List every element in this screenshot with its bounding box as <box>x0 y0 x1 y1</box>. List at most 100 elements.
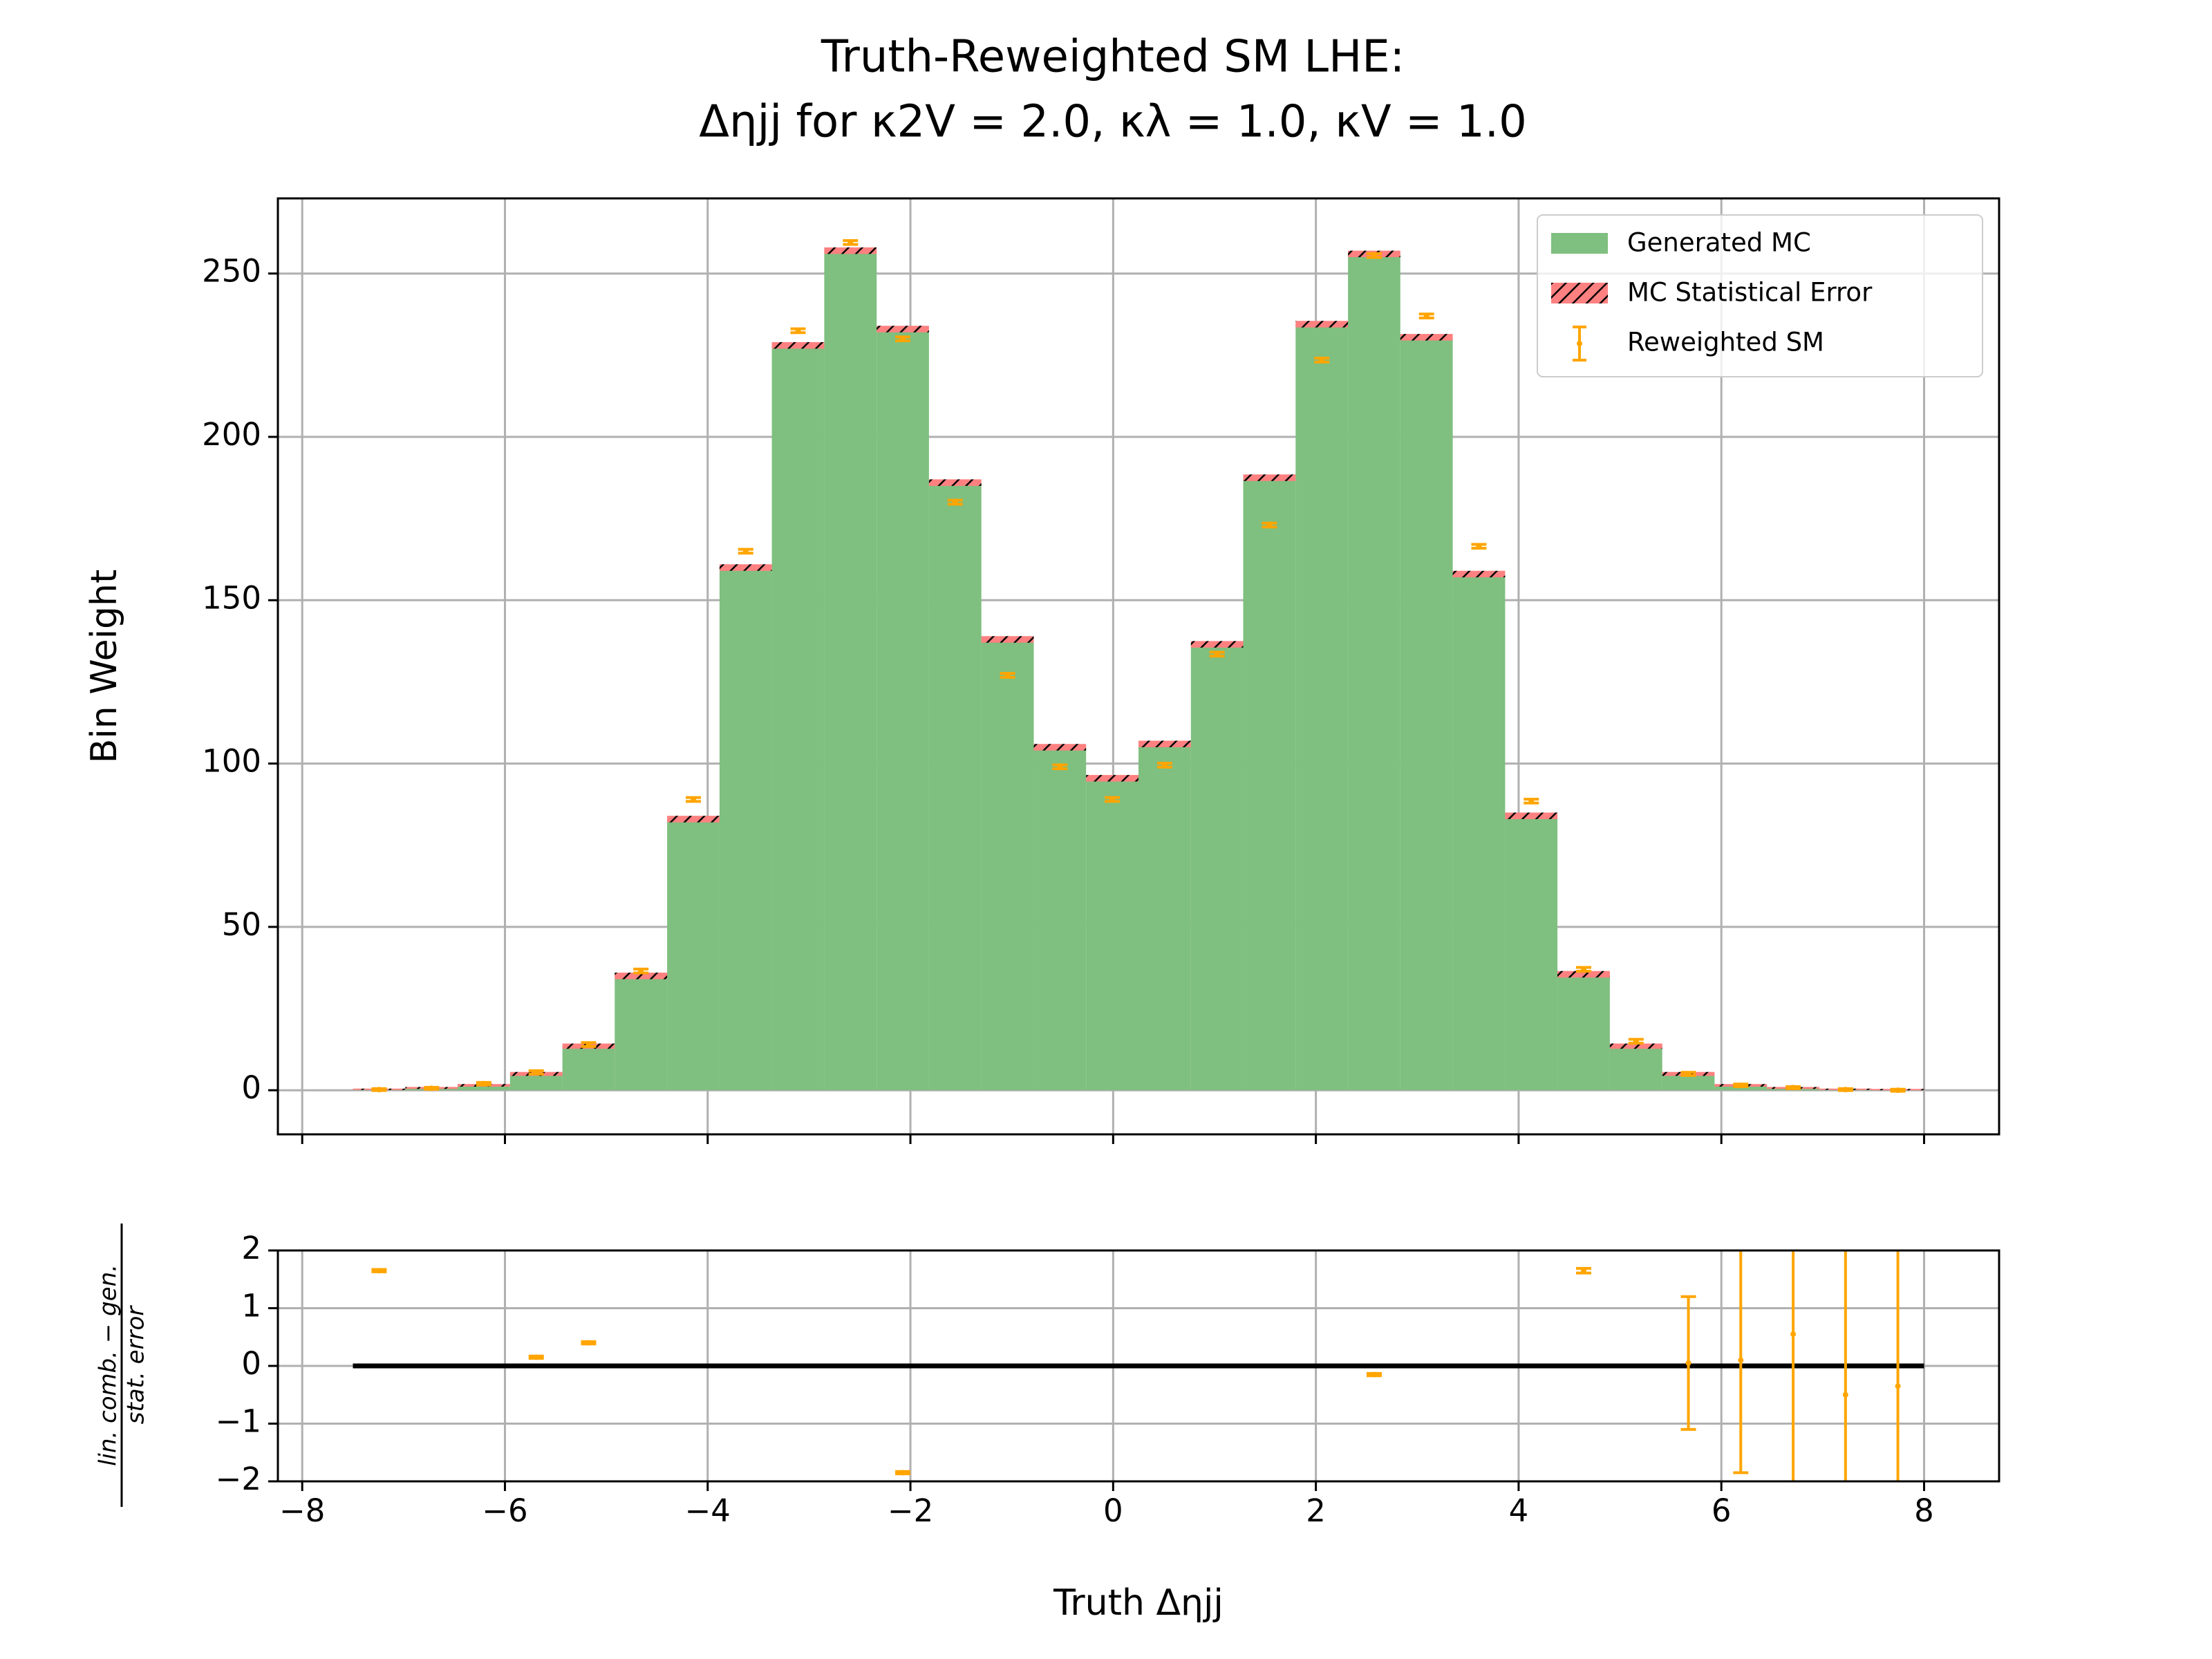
error-bar-point <box>1575 966 1591 973</box>
point <box>1842 1087 1848 1093</box>
stat-error-band <box>1505 812 1558 819</box>
error-bar-point <box>581 1340 597 1346</box>
stat-error-band <box>1295 321 1349 328</box>
point <box>691 796 697 803</box>
error-bar-point <box>1680 1295 1696 1431</box>
bar <box>824 250 877 1091</box>
plot-area <box>353 238 1924 1094</box>
point <box>1266 522 1273 528</box>
x-tick-label: 6 <box>1712 1492 1732 1529</box>
error-bar-point <box>1314 357 1330 364</box>
point <box>638 968 644 974</box>
point <box>1738 1082 1744 1089</box>
error-bar-point <box>1837 1087 1853 1093</box>
point <box>900 1470 906 1476</box>
point <box>533 1354 539 1360</box>
error-bar-point <box>1366 252 1382 259</box>
error-bar-point <box>1524 798 1539 805</box>
y-tick-label: 150 <box>202 579 261 616</box>
point <box>1633 1038 1639 1044</box>
bar <box>1609 1046 1662 1091</box>
bar <box>1557 974 1610 1091</box>
bar <box>1400 337 1453 1091</box>
y-tick-label: 0 <box>241 1345 261 1382</box>
error-bar-point <box>476 1080 491 1087</box>
x-tick-label: −4 <box>685 1492 731 1529</box>
point <box>900 336 906 342</box>
legend-swatch <box>1551 233 1608 254</box>
stat-error-band <box>928 479 982 486</box>
point <box>376 1268 382 1274</box>
error-bar-point <box>424 1085 440 1091</box>
error-bar-point <box>1575 1266 1591 1275</box>
point <box>533 1069 539 1076</box>
bar <box>1138 744 1191 1091</box>
x-tick-label: 8 <box>1914 1492 1934 1529</box>
error-bar-point <box>1262 521 1277 529</box>
bar <box>1295 324 1349 1091</box>
point <box>429 1085 435 1091</box>
y-tick-label: −1 <box>216 1403 261 1440</box>
point <box>1476 543 1482 550</box>
x-axis-label: Truth Δηjj <box>1053 1582 1224 1624</box>
error-bar-point <box>371 1268 387 1274</box>
point <box>1790 1331 1797 1338</box>
stat-error-band <box>1086 775 1138 782</box>
error-bar-point <box>371 1087 387 1093</box>
point <box>1371 252 1377 259</box>
point <box>376 1087 382 1093</box>
error-bar-point <box>1790 1250 1797 1481</box>
point <box>1685 1071 1691 1077</box>
stat-error-band <box>877 326 929 332</box>
bar <box>1662 1074 1715 1091</box>
point <box>1109 796 1116 803</box>
point <box>1895 1383 1901 1389</box>
point <box>1214 651 1220 657</box>
error-bar-point <box>686 796 702 803</box>
y-tick-label: 0 <box>241 1069 261 1106</box>
ratio-y-label-denominator: stat. error <box>122 1305 150 1425</box>
error-bar-point <box>843 238 859 246</box>
y-tick-label: 1 <box>241 1288 261 1324</box>
error-bar-point <box>1000 672 1015 679</box>
x-tick-label: 2 <box>1306 1492 1326 1529</box>
legend-swatch <box>1551 283 1608 303</box>
bar <box>615 975 668 1091</box>
bar <box>1190 644 1244 1091</box>
bar <box>457 1085 510 1091</box>
y-tick-label: −2 <box>216 1461 261 1497</box>
x-tick-label: 0 <box>1103 1492 1123 1529</box>
error-bar-point <box>1209 650 1225 658</box>
stat-error-band <box>824 247 877 254</box>
error-bar-point <box>947 498 963 506</box>
error-bar-point <box>1733 1082 1749 1089</box>
bar <box>771 345 825 1091</box>
point <box>1423 313 1430 319</box>
bar <box>667 818 720 1091</box>
y-tick-label: 200 <box>202 416 261 453</box>
point <box>1319 357 1325 363</box>
point <box>480 1080 487 1087</box>
point <box>847 239 854 245</box>
point <box>1004 672 1011 678</box>
error-bar-point <box>1366 1371 1382 1378</box>
bar <box>562 1046 615 1091</box>
error-bar-point <box>1842 1250 1848 1481</box>
stat-error-band <box>981 636 1034 643</box>
x-tick-label: −8 <box>279 1492 325 1529</box>
error-bar-point <box>1418 312 1434 319</box>
y-axis-label: Bin Weight <box>84 570 125 764</box>
point <box>1842 1391 1848 1398</box>
error-bar-point <box>1471 543 1487 550</box>
error-bar-point <box>1628 1038 1644 1045</box>
x-tick-label: 4 <box>1509 1492 1529 1529</box>
stat-error-band <box>1190 641 1244 648</box>
stat-error-band <box>1033 744 1087 751</box>
bar <box>1086 778 1138 1091</box>
bar <box>719 568 772 1091</box>
stat-error-band <box>1243 474 1296 481</box>
point <box>795 328 801 334</box>
point <box>1580 1268 1586 1274</box>
legend-swatch <box>1577 341 1582 346</box>
